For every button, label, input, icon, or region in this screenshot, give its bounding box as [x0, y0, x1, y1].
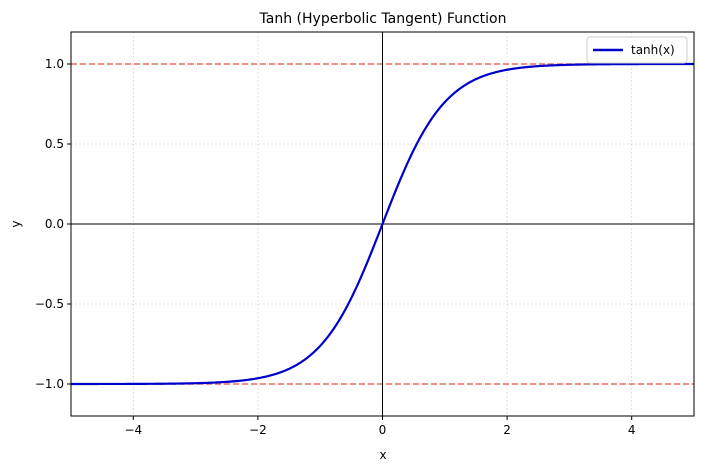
x-ticks: −4 −2 0 2 4 — [124, 416, 636, 437]
chart-title: Tanh (Hyperbolic Tangent) Function — [259, 11, 507, 27]
legend-label: tanh(x) — [631, 43, 675, 57]
legend: tanh(x) — [586, 36, 688, 64]
y-axis-label: y — [9, 220, 23, 227]
y-tick-label: −1.0 — [35, 377, 64, 391]
y-ticks: −1.0 −0.5 0.0 0.5 1.0 — [35, 57, 71, 391]
x-tick-label: 0 — [379, 423, 387, 437]
y-tick-label: 0.5 — [45, 137, 64, 151]
x-tick-label: 2 — [503, 423, 511, 437]
x-axis-label: x — [379, 448, 386, 462]
x-tick-label: −4 — [124, 423, 142, 437]
y-tick-label: 1.0 — [45, 57, 64, 71]
tanh-curve — [70, 62, 695, 386]
series-group — [70, 62, 695, 386]
x-tick-label: 4 — [628, 423, 636, 437]
y-tick-label: −0.5 — [35, 297, 64, 311]
x-tick-label: −2 — [249, 423, 267, 437]
legend-box — [586, 36, 688, 64]
y-tick-label: 0.0 — [45, 217, 64, 231]
